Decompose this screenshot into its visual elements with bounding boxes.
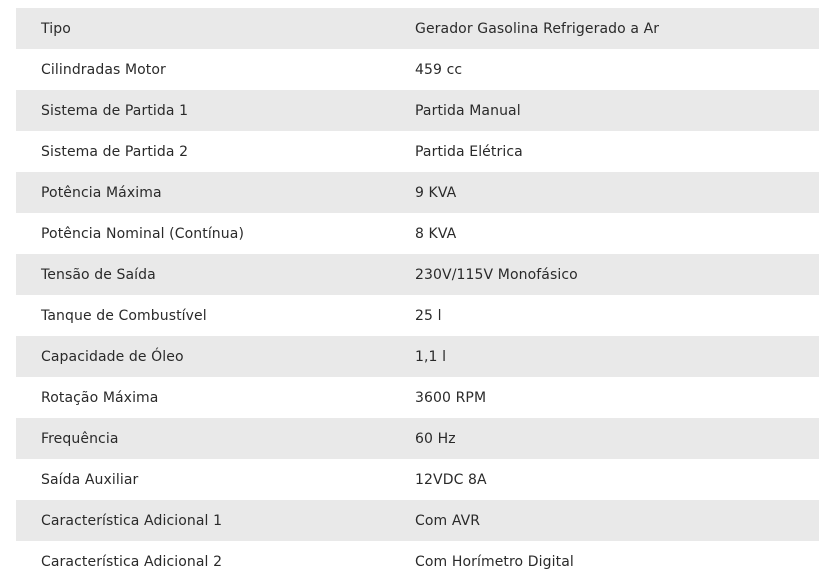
table-row: Sistema de Partida 1 Partida Manual: [16, 90, 819, 131]
spec-value: 3600 RPM: [415, 389, 487, 406]
spec-label: Saída Auxiliar: [41, 471, 139, 488]
spec-label: Sistema de Partida 2: [41, 143, 189, 160]
spec-value: Com Horímetro Digital: [415, 553, 574, 570]
spec-label: Tipo: [41, 20, 71, 37]
spec-label: Característica Adicional 2: [41, 553, 223, 570]
spec-value: 9 KVA: [415, 184, 457, 201]
table-row: Potência Máxima 9 KVA: [16, 172, 819, 213]
spec-value: 25 l: [415, 307, 442, 324]
spec-value: Partida Elétrica: [415, 143, 523, 160]
spec-label: Rotação Máxima: [41, 389, 159, 406]
spec-value: 1,1 l: [415, 348, 447, 365]
spec-value: Gerador Gasolina Refrigerado a Ar: [415, 20, 660, 37]
table-row: Cilindradas Motor 459 cc: [16, 49, 819, 90]
spec-value: 8 KVA: [415, 225, 457, 242]
spec-label: Tensão de Saída: [41, 266, 156, 283]
spec-value: 230V/115V Monofásico: [415, 266, 578, 283]
table-row: Tensão de Saída 230V/115V Monofásico: [16, 254, 819, 295]
spec-label: Sistema de Partida 1: [41, 102, 189, 119]
spec-value: 60 Hz: [415, 430, 456, 447]
spec-label: Potência Máxima: [41, 184, 162, 201]
spec-value: 12VDC 8A: [415, 471, 487, 488]
table-row: Característica Adicional 1 Com AVR: [16, 500, 819, 541]
table-row: Característica Adicional 2 Com Horímetro …: [16, 541, 819, 582]
spec-value: Partida Manual: [415, 102, 521, 119]
spec-value: Com AVR: [415, 512, 481, 529]
specs-table: Tipo Gerador Gasolina Refrigerado a Ar Cil…: [16, 8, 819, 582]
table-row: Capacidade de Óleo 1,1 l: [16, 336, 819, 377]
spec-label: Característica Adicional 1: [41, 512, 223, 529]
spec-value: 459 cc: [415, 61, 463, 78]
table-row: Tanque de Combustível 25 l: [16, 295, 819, 336]
spec-label: Tanque de Combustível: [41, 307, 207, 324]
spec-label: Potência Nominal (Contínua): [41, 225, 244, 242]
spec-label: Cilindradas Motor: [41, 61, 166, 78]
table-row: Frequência 60 Hz: [16, 418, 819, 459]
table-row: Potência Nominal (Contínua) 8 KVA: [16, 213, 819, 254]
table-row: Rotação Máxima 3600 RPM: [16, 377, 819, 418]
table-row: Saída Auxiliar 12VDC 8A: [16, 459, 819, 500]
spec-label: Frequência: [41, 430, 119, 447]
table-row: Sistema de Partida 2 Partida Elétrica: [16, 131, 819, 172]
table-row: Tipo Gerador Gasolina Refrigerado a Ar: [16, 8, 819, 49]
spec-label: Capacidade de Óleo: [41, 348, 184, 365]
